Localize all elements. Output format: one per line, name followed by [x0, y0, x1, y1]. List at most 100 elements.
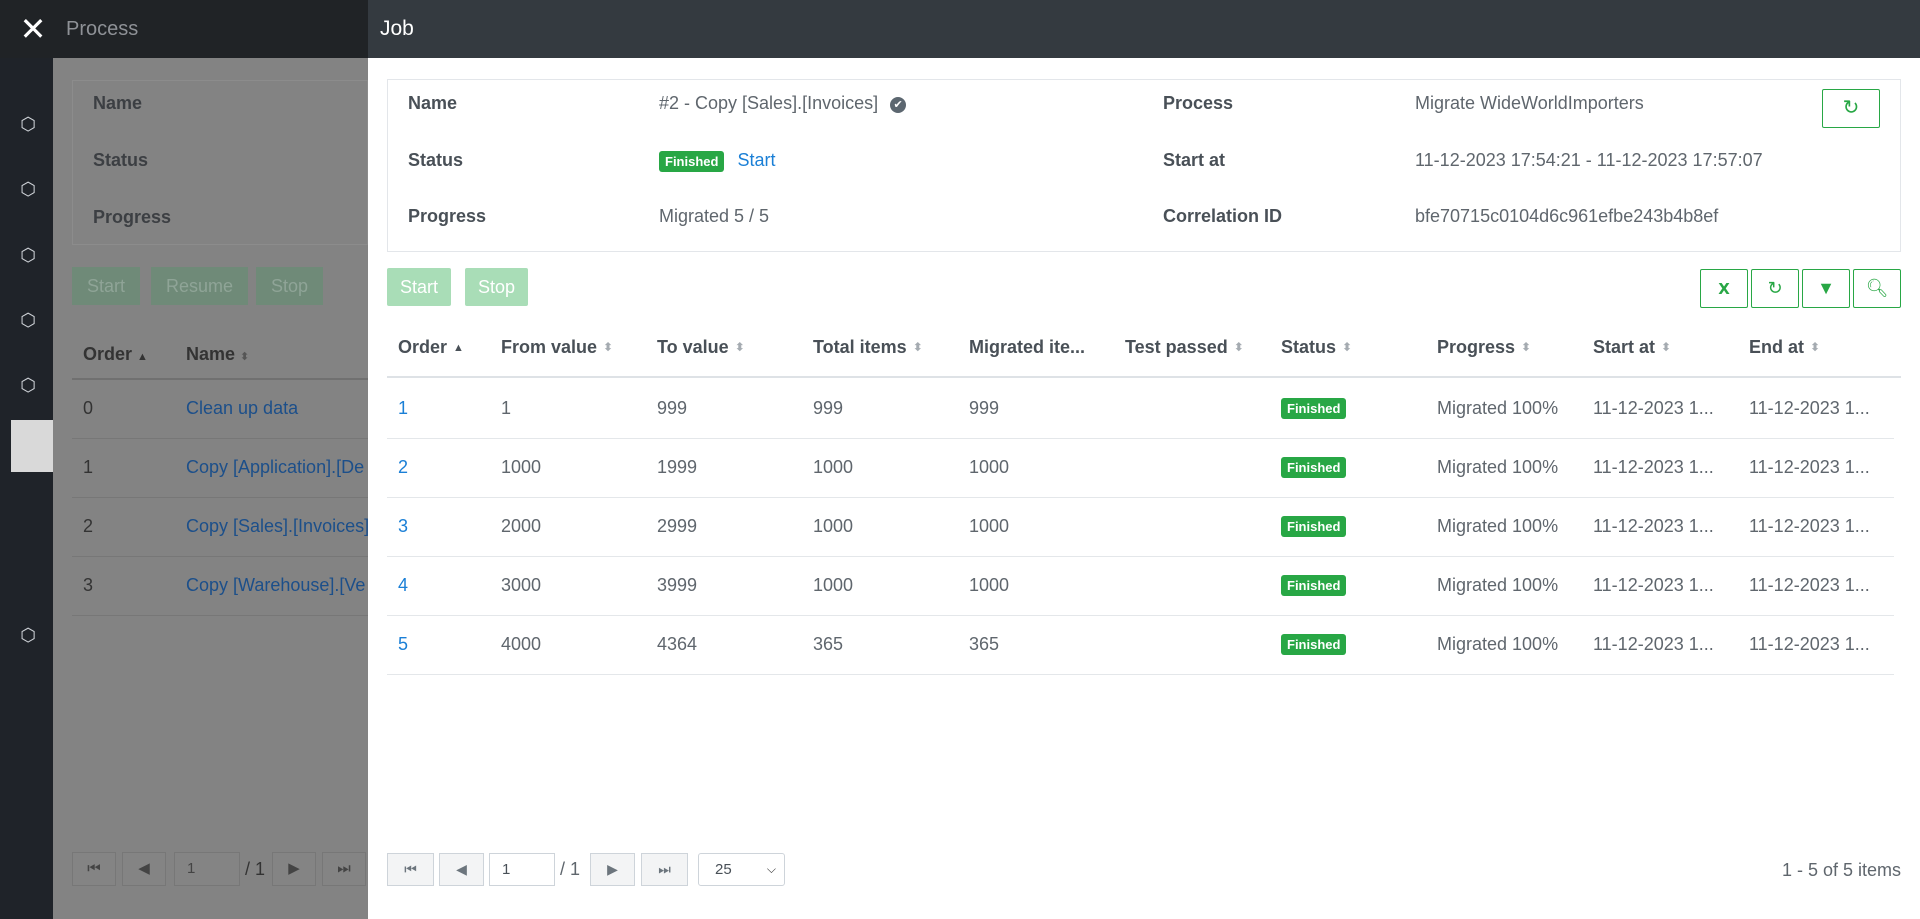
- column-header-end-at[interactable]: End at ⬍: [1749, 337, 1820, 358]
- cell-to-value: 3999: [657, 575, 698, 595]
- cell-order[interactable]: 4: [398, 575, 409, 595]
- cell-order[interactable]: 3: [398, 516, 409, 536]
- sort-icon: ⬍: [1521, 340, 1532, 354]
- table-row[interactable]: 5 4000 4364 365 365 Finished Migrated 100% 11-1…: [387, 616, 1894, 675]
- page-input[interactable]: 1: [174, 852, 240, 886]
- table-row[interactable]: 2 Copy [Sales].[Invoices]: [72, 498, 370, 557]
- sort-asc-icon: ▲: [453, 342, 464, 354]
- column-header-to-value[interactable]: To value ⬍: [657, 337, 745, 358]
- detail-label: Name: [93, 93, 143, 113]
- cell-migrated-items: 999: [969, 398, 1000, 418]
- cube-icon[interactable]: ⬡: [20, 245, 36, 265]
- column-header-name[interactable]: Name ⬍: [186, 344, 249, 365]
- bg-stop-button[interactable]: Stop: [256, 267, 324, 305]
- job-header: Job: [368, 0, 1920, 58]
- last-page-button[interactable]: ⏭: [322, 852, 366, 886]
- cell-end-at: 11-12-2023 1...: [1749, 398, 1870, 418]
- row-order: 0: [83, 398, 94, 418]
- next-page-button[interactable]: ▶: [590, 853, 635, 886]
- prev-page-button[interactable]: ◀: [122, 852, 166, 886]
- cell-end-at: 11-12-2023 1...: [1749, 575, 1870, 595]
- column-header-total-items[interactable]: Total items ⬍: [813, 337, 923, 358]
- bg-table-header: Order ▲ Name ⬍: [72, 330, 368, 380]
- page-size-value: 25: [715, 861, 732, 878]
- first-page-button[interactable]: ⏮: [72, 852, 116, 886]
- sidebar-active-item[interactable]: [11, 420, 53, 472]
- page-size-select[interactable]: 25 ⌵: [698, 853, 785, 886]
- column-header-from-value[interactable]: From value ⬍: [501, 337, 613, 358]
- column-header-test-passed[interactable]: Test passed ⬍: [1125, 337, 1244, 358]
- status-value: Finished Start: [659, 150, 775, 172]
- job-title: Job: [380, 17, 414, 40]
- table-row[interactable]: 3 Copy [Warehouse].[Ve: [72, 557, 368, 616]
- start-at-value: 11-12-2023 17:54:21 - 11-12-2023 17:57:0…: [1415, 150, 1763, 170]
- bg-resume-button[interactable]: Resume: [151, 267, 249, 305]
- export-excel-button[interactable]: 𝗫: [1700, 269, 1748, 308]
- row-name-link[interactable]: Copy [Application].[De: [186, 457, 365, 477]
- pager-info: 1 - 5 of 5 items: [1781, 860, 1901, 880]
- cube-icon[interactable]: ⬡: [20, 310, 36, 330]
- column-header-status[interactable]: Status ⬍: [1281, 337, 1352, 358]
- header-label: End at: [1749, 337, 1805, 357]
- excel-icon: 𝗫: [1718, 281, 1730, 298]
- process-header: ✕ Process: [0, 0, 368, 58]
- page-input[interactable]: 1: [489, 853, 555, 886]
- column-header-progress[interactable]: Progress ⬍: [1437, 337, 1531, 358]
- search-button[interactable]: 🔍︎: [1853, 269, 1901, 308]
- table-row[interactable]: 0 Clean up data: [72, 380, 368, 439]
- table-row[interactable]: 1 1 999 999 999 Finished Migrated 100% 11-12-20…: [387, 380, 1894, 439]
- status-badge: Finished: [1281, 457, 1347, 478]
- sort-icon: ⬍: [1342, 340, 1353, 354]
- check-circle-icon: ✔: [890, 97, 907, 113]
- column-header-start-at[interactable]: Start at ⬍: [1593, 337, 1671, 358]
- cube-icon[interactable]: ⬡: [20, 375, 36, 395]
- cell-from-value: 2000: [501, 516, 542, 536]
- close-icon[interactable]: ✕: [19, 11, 47, 47]
- row-name-link[interactable]: Copy [Warehouse].[Ve: [186, 575, 366, 595]
- cube-icon[interactable]: ⬡: [20, 179, 36, 199]
- cell-order[interactable]: 2: [398, 457, 409, 477]
- stop-button[interactable]: Stop: [465, 268, 529, 306]
- bg-start-button[interactable]: Start: [72, 267, 141, 305]
- cell-to-value: 4364: [657, 634, 698, 654]
- column-header-order[interactable]: Order ▲: [398, 337, 464, 358]
- cell-order[interactable]: 5: [398, 634, 409, 654]
- first-page-button[interactable]: ⏮: [387, 853, 434, 886]
- status-badge: Finished: [1281, 575, 1347, 596]
- cell-progress: Migrated 100%: [1437, 398, 1559, 418]
- next-page-button[interactable]: ▶: [272, 852, 316, 886]
- last-page-button[interactable]: ⏭: [641, 853, 688, 886]
- page-count: / 1: [245, 859, 266, 879]
- cube-icon[interactable]: ⬡: [20, 625, 36, 645]
- row-name-link[interactable]: Clean up data: [186, 398, 299, 418]
- row-order: 2: [83, 516, 94, 536]
- cell-from-value: 4000: [501, 634, 542, 654]
- column-header-migrated-items[interactable]: Migrated ite...: [969, 337, 1085, 358]
- sort-icon: ⬍: [603, 340, 614, 354]
- cell-order[interactable]: 1: [398, 398, 409, 418]
- cube-icon[interactable]: ⬡: [20, 114, 36, 134]
- filter-button[interactable]: ▼: [1802, 269, 1850, 308]
- table-row[interactable]: 4 3000 3999 1000 1000 Finished Migrated 100% 11…: [387, 557, 1894, 616]
- refresh-grid-button[interactable]: ↻: [1751, 269, 1799, 308]
- cell-start-at: 11-12-2023 1...: [1593, 575, 1714, 595]
- table-row[interactable]: 3 2000 2999 1000 1000 Finished Migrated 100% 11…: [387, 498, 1894, 557]
- cell-end-at: 11-12-2023 1...: [1749, 457, 1870, 477]
- cell-migrated-items: 1000: [969, 457, 1010, 477]
- cell-end-at: 11-12-2023 1...: [1749, 634, 1870, 654]
- app-sidebar: ⬡ ⬡ ⬡ ⬡ ⬡ ⬡: [0, 0, 53, 919]
- cell-start-at: 11-12-2023 1...: [1593, 634, 1714, 654]
- process-label: Process: [1163, 93, 1234, 113]
- correlation-id-label: Correlation ID: [1163, 206, 1283, 226]
- row-name-link[interactable]: Copy [Sales].[Invoices]: [186, 516, 370, 536]
- table-row[interactable]: 2 1000 1999 1000 1000 Finished Migrated 100% 11…: [387, 439, 1894, 498]
- start-button[interactable]: Start: [387, 268, 452, 306]
- cell-total-items: 365: [813, 634, 844, 654]
- table-row[interactable]: 1 Copy [Application].[De: [72, 439, 368, 498]
- prev-page-button[interactable]: ◀: [439, 853, 484, 886]
- status-start-link[interactable]: Start: [737, 150, 776, 170]
- cell-migrated-items: 365: [969, 634, 1000, 654]
- status-label: Status: [408, 150, 464, 170]
- column-header-order[interactable]: Order ▲: [83, 344, 148, 365]
- refresh-details-button[interactable]: ↻: [1822, 89, 1880, 128]
